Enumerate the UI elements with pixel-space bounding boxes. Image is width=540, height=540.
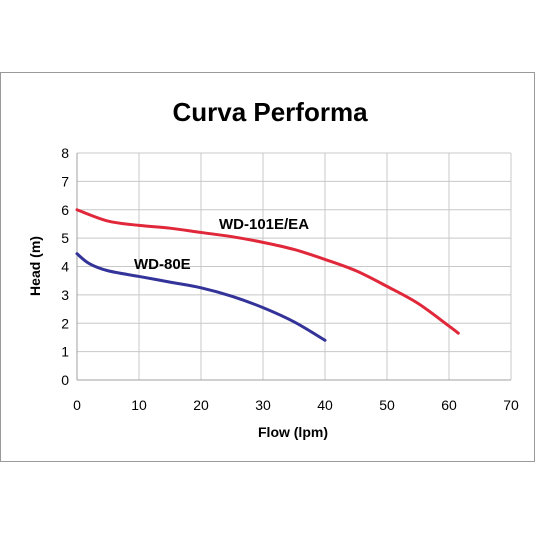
x-tick-label-60: 60 (441, 397, 457, 413)
y-tick-label-6: 6 (61, 202, 69, 218)
series-label-wd-101e-ea: WD-101E/EA (219, 216, 309, 233)
y-tick-label-4: 4 (61, 259, 69, 275)
y-tick-label-8: 8 (61, 145, 69, 161)
y-tick-label-1: 1 (61, 344, 69, 360)
y-tick-label-7: 7 (61, 173, 69, 189)
y-tick-label-5: 5 (61, 230, 69, 246)
grid (76, 152, 512, 381)
x-axis-label: Flow (lpm) (258, 424, 328, 440)
x-tick-label-30: 30 (255, 397, 271, 413)
y-tick-label-0: 0 (61, 372, 69, 388)
y-ticks: 0 1 2 3 4 5 6 7 8 (61, 145, 69, 388)
x-tick-label-10: 10 (131, 397, 147, 413)
x-ticks: 0 10 20 30 40 50 60 70 (73, 397, 519, 413)
x-tick-label-70: 70 (503, 397, 519, 413)
x-tick-label-40: 40 (317, 397, 333, 413)
y-tick-label-3: 3 (61, 287, 69, 303)
x-tick-label-50: 50 (379, 397, 395, 413)
y-axis-label: Head (m) (27, 236, 43, 296)
series-line-wd-80e (75, 252, 327, 342)
x-tick-label-0: 0 (73, 397, 81, 413)
y-tick-label-2: 2 (61, 315, 69, 331)
series-label-wd-80e: WD-80E (134, 256, 191, 273)
series-line-wd-101e-ea (75, 208, 460, 335)
x-tick-label-20: 20 (193, 397, 209, 413)
chart-title: Curva Performa (172, 97, 368, 127)
series-lines (75, 208, 460, 342)
